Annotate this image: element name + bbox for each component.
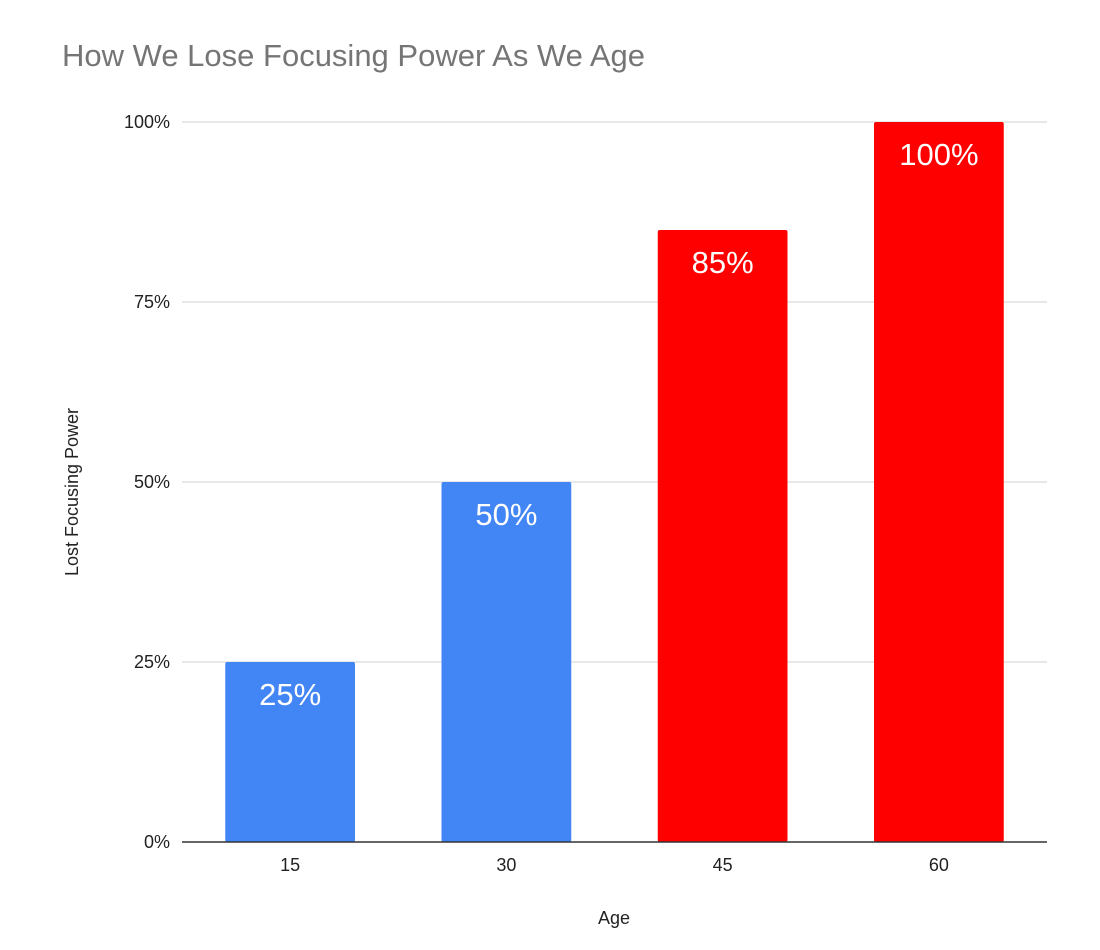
data-label: 100% — [899, 137, 978, 172]
x-axis-title: Age — [598, 908, 630, 928]
data-label: 50% — [475, 497, 537, 532]
x-tick-label: 60 — [929, 855, 949, 875]
bar-15 — [225, 662, 355, 842]
bar-45 — [657, 230, 788, 842]
data-label: 25% — [259, 677, 321, 712]
data-label: 85% — [692, 245, 754, 280]
x-axis-ticks: 15 30 45 60 — [280, 855, 949, 875]
y-axis-title: Lost Focusing Power — [62, 408, 82, 576]
y-tick-label: 0% — [144, 832, 170, 852]
x-tick-label: 15 — [280, 855, 300, 875]
y-tick-label: 100% — [124, 112, 170, 132]
y-tick-label: 25% — [134, 652, 170, 672]
bars — [225, 122, 1004, 842]
y-axis-ticks: 0% 25% 50% 75% 100% — [124, 112, 170, 852]
chart-title: How We Lose Focusing Power As We Age — [62, 38, 645, 73]
bar-60 — [874, 122, 1004, 842]
y-tick-label: 50% — [134, 472, 170, 492]
x-tick-label: 45 — [713, 855, 733, 875]
x-tick-label: 30 — [496, 855, 516, 875]
data-labels: 25% 50% 85% 100% — [259, 137, 978, 712]
bar-30 — [441, 482, 572, 842]
y-tick-label: 75% — [134, 292, 170, 312]
